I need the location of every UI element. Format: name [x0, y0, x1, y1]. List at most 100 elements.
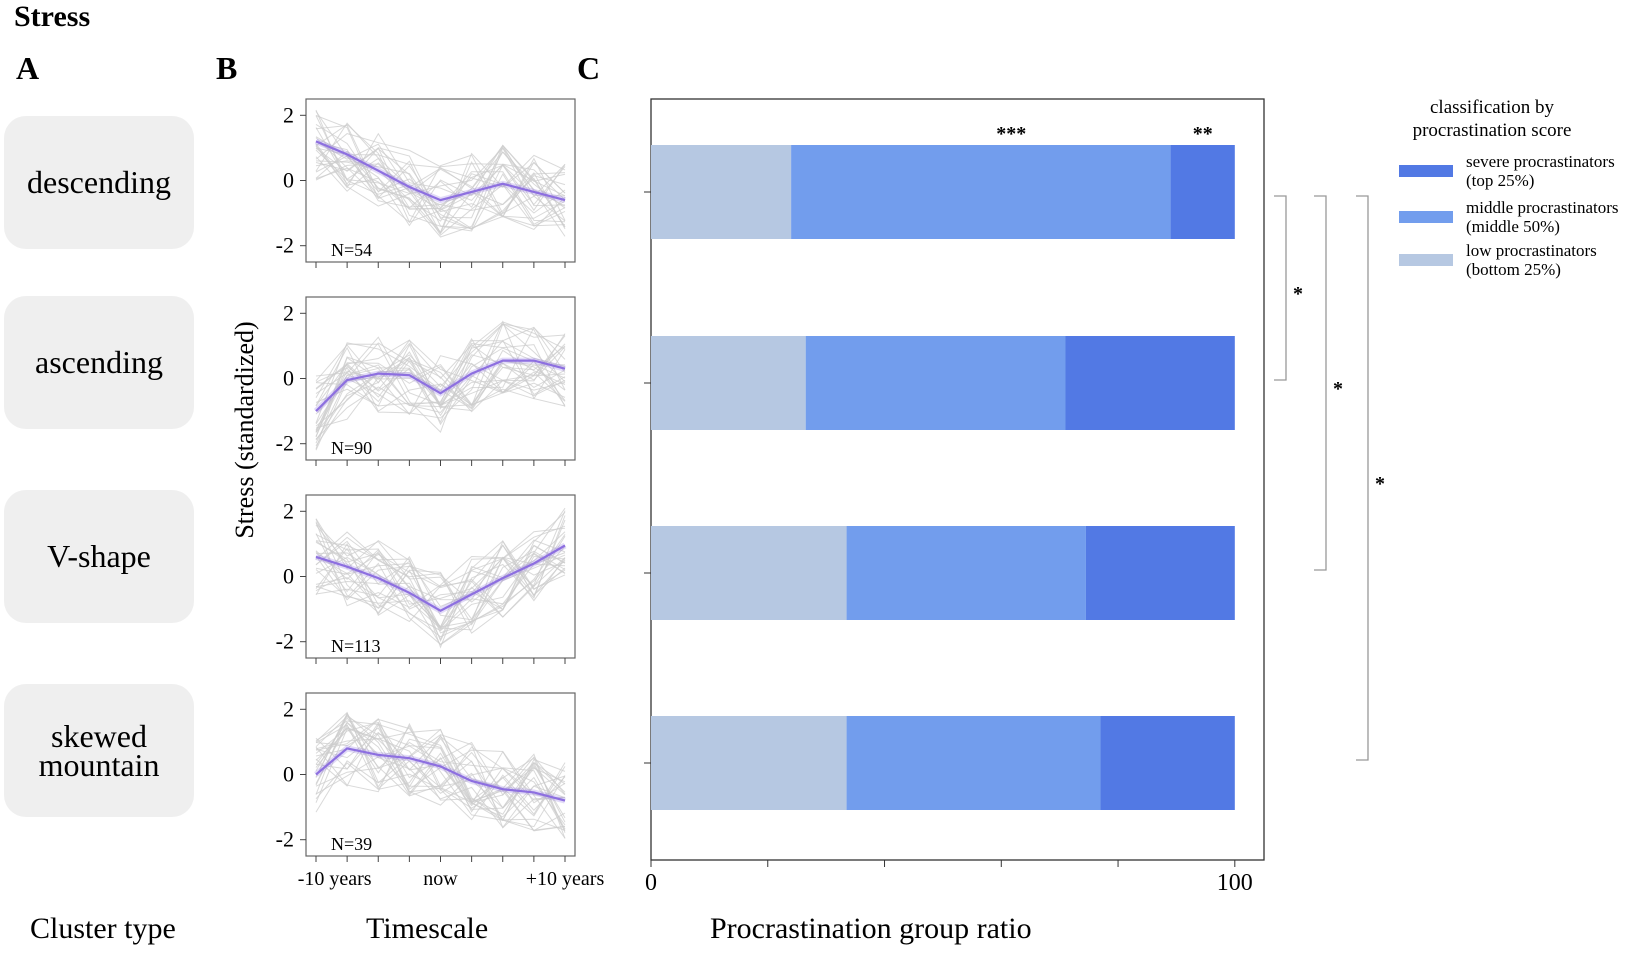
legend-entry-label: middle procrastinators — [1466, 198, 1619, 217]
cluster-label-line: V-shape — [47, 538, 151, 574]
individual-trajectory — [315, 326, 566, 407]
individual-trajectory — [315, 342, 566, 415]
individual-trajectory — [315, 149, 566, 209]
legend-title-line: procrastination score — [1413, 120, 1572, 141]
individual-trajectory — [315, 734, 566, 829]
sample-size-label: N=113 — [331, 636, 380, 656]
individual-trajectory — [315, 737, 566, 817]
x-tick-label: now — [423, 868, 458, 890]
significance-annotation: ** — [1193, 123, 1213, 145]
individual-trajectory — [315, 721, 566, 831]
individual-trajectory — [315, 535, 566, 623]
individual-trajectory — [315, 727, 566, 809]
individual-trajectory — [315, 323, 566, 441]
individual-trajectory — [315, 360, 566, 431]
figure-title: Stress — [14, 0, 91, 33]
individual-trajectory — [315, 727, 566, 803]
individual-trajectory — [315, 518, 566, 629]
individual-trajectory — [315, 527, 566, 605]
individual-trajectory — [315, 347, 566, 427]
individual-trajectory — [315, 724, 566, 801]
significance-bracket — [1314, 195, 1327, 571]
individual-trajectory — [315, 320, 566, 419]
individual-trajectory — [315, 544, 566, 609]
individual-trajectory — [315, 373, 566, 451]
y-axis-label: Stress (standardized) — [230, 321, 259, 538]
significance-star: * — [1375, 473, 1385, 495]
x-tick-label: +10 years — [526, 868, 605, 890]
legend-entry-sublabel: (middle 50%) — [1466, 217, 1560, 236]
individual-trajectory — [315, 122, 566, 188]
individual-trajectory — [315, 531, 566, 649]
legend-entry-sublabel: (bottom 25%) — [1466, 260, 1561, 279]
individual-trajectory — [315, 711, 566, 818]
individual-trajectory — [315, 540, 566, 631]
individual-trajectory — [315, 151, 566, 211]
individual-trajectory — [315, 339, 566, 426]
line-panel-frame — [305, 494, 576, 659]
individual-trajectory — [315, 524, 566, 646]
individual-trajectory — [315, 539, 566, 641]
line-panel-frame — [305, 296, 576, 461]
individual-trajectory — [315, 731, 566, 804]
mean-trajectory-line — [315, 544, 566, 612]
cluster-box-ascending: ascending — [4, 296, 194, 429]
cluster-box-skewed-mountain: skewed mountain — [4, 684, 194, 817]
significance-bracket — [1356, 195, 1369, 761]
individual-trajectory — [315, 721, 566, 832]
individual-trajectory — [315, 160, 566, 238]
significance-annotation: *** — [996, 123, 1026, 145]
significance-star: * — [1293, 283, 1303, 305]
individual-trajectory — [315, 356, 566, 438]
line-panel-frame — [305, 98, 576, 263]
individual-trajectory — [315, 144, 566, 222]
significance-bracket — [1274, 195, 1287, 381]
individual-trajectory — [315, 323, 566, 450]
x-tick-label: 0 — [645, 870, 657, 896]
panel-label-c: C — [577, 50, 601, 86]
individual-trajectory — [315, 544, 566, 611]
individual-trajectory — [315, 515, 566, 642]
legend-swatch — [1399, 165, 1453, 177]
individual-trajectory — [315, 519, 566, 634]
individual-trajectory — [315, 552, 566, 603]
individual-trajectory — [315, 133, 566, 197]
individual-trajectory — [315, 141, 566, 218]
cluster-box-v-shape: V-shape — [4, 490, 194, 623]
panel-label-a: A — [16, 50, 40, 86]
individual-trajectory — [315, 111, 566, 223]
individual-trajectory — [315, 346, 566, 412]
individual-trajectory — [315, 738, 566, 819]
individual-trajectory — [315, 132, 566, 201]
individual-trajectory — [315, 144, 566, 190]
sample-size-label: N=54 — [331, 240, 372, 260]
individual-trajectory — [315, 343, 566, 440]
individual-trajectory — [315, 115, 566, 219]
individual-trajectory — [315, 136, 566, 223]
cluster-label-line: ascending — [35, 344, 163, 380]
y-tick-label: 0 — [283, 564, 294, 589]
individual-trajectory — [315, 115, 566, 236]
individual-trajectory — [315, 343, 566, 407]
bar-segment — [805, 336, 1066, 430]
individual-trajectory — [315, 718, 566, 839]
mean-ci-band — [313, 357, 566, 414]
individual-trajectory — [315, 123, 566, 235]
individual-trajectory — [315, 531, 566, 609]
bar-segment — [651, 336, 806, 430]
bar-segment — [651, 716, 847, 810]
individual-trajectory — [315, 152, 566, 234]
individual-trajectory — [315, 552, 566, 632]
sample-size-label: N=39 — [331, 834, 372, 854]
individual-trajectory — [315, 349, 566, 432]
individual-trajectory — [315, 525, 566, 628]
individual-trajectory — [315, 155, 566, 227]
individual-trajectory — [315, 541, 566, 626]
individual-trajectory — [315, 717, 566, 829]
bar-segment — [791, 145, 1171, 239]
individual-trajectory — [315, 144, 566, 207]
individual-trajectory — [315, 556, 566, 608]
individual-trajectory — [315, 723, 566, 805]
y-tick-label: 2 — [283, 102, 294, 127]
panel-c-axis-label: Procrastination group ratio — [710, 912, 1032, 945]
